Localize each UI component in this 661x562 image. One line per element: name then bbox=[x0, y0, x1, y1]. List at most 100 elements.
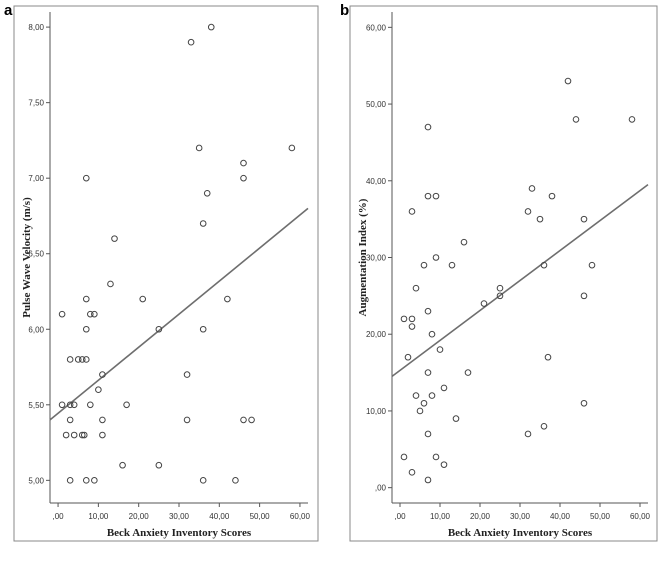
data-point bbox=[240, 174, 247, 182]
data-point bbox=[408, 315, 416, 323]
x-tick-label: 60,00 bbox=[290, 512, 311, 521]
data-point bbox=[496, 292, 504, 300]
data-point bbox=[524, 430, 532, 438]
data-point bbox=[62, 431, 70, 439]
data-point bbox=[572, 116, 580, 123]
data-point bbox=[155, 461, 163, 469]
x-tick-label: 60,00 bbox=[630, 512, 651, 521]
data-point bbox=[416, 407, 424, 415]
data-point bbox=[111, 235, 118, 242]
data-point bbox=[424, 476, 432, 484]
x-tick-label: 10,00 bbox=[88, 512, 109, 521]
x-tick-label: 10,00 bbox=[430, 512, 451, 521]
data-point bbox=[436, 346, 444, 353]
data-point bbox=[82, 325, 90, 333]
data-point bbox=[496, 284, 504, 292]
y-tick-label: 6,50 bbox=[28, 250, 44, 259]
data-point bbox=[199, 220, 207, 227]
data-point bbox=[564, 77, 572, 85]
data-point bbox=[82, 174, 90, 182]
y-tick-label: 5,00 bbox=[28, 476, 44, 485]
data-point bbox=[248, 416, 255, 424]
data-point bbox=[460, 238, 468, 246]
panel-b-y-axis-title: Augmentation Index (%) bbox=[357, 198, 369, 316]
y-tick-label: 7,00 bbox=[28, 174, 44, 183]
x-tick-label: ,00 bbox=[53, 512, 65, 521]
data-point bbox=[432, 192, 440, 200]
data-point bbox=[424, 430, 432, 438]
data-point bbox=[232, 477, 239, 484]
data-point bbox=[628, 116, 636, 123]
x-tick-label: 30,00 bbox=[169, 512, 190, 521]
panel-b-points bbox=[400, 77, 636, 484]
panel-a-x-axis-title: Beck Anxiety Inventory Scores bbox=[107, 527, 252, 539]
data-point bbox=[540, 261, 548, 269]
panel-b-x-ticks: ,00 10,00 20,00 30,00 40,00 50,00 60,00 bbox=[394, 503, 651, 521]
data-point bbox=[99, 371, 106, 378]
data-point bbox=[183, 416, 191, 424]
panel-b-augmentation-index: b ,00 10,00 20,00 30,00 40,00 50,00 60,00 ,00 1… bbox=[340, 2, 658, 542]
panel-a-pulse-wave-velocity: a 5,00 5,50 6,00 6,50 7,00 7,50 8,00 ,00 10,00 2… bbox=[4, 2, 319, 542]
data-point bbox=[528, 185, 536, 192]
data-point bbox=[536, 215, 544, 223]
x-tick-label: 20,00 bbox=[470, 512, 491, 521]
data-point bbox=[82, 477, 90, 484]
y-tick-label: ,00 bbox=[375, 484, 387, 493]
y-tick-label: 5,50 bbox=[28, 401, 44, 410]
data-point bbox=[432, 453, 440, 461]
data-point bbox=[58, 401, 66, 409]
x-tick-label: 50,00 bbox=[250, 512, 271, 521]
data-point bbox=[580, 399, 588, 407]
data-point bbox=[424, 192, 432, 200]
panel-a-x-ticks: ,00 10,00 20,00 30,00 40,00 50,00 60,00 bbox=[53, 503, 311, 521]
data-point bbox=[400, 315, 408, 323]
panel-a-y-axis-title: Pulse Wave Velocity (m/s) bbox=[21, 197, 33, 318]
data-point bbox=[80, 431, 88, 439]
data-point bbox=[99, 431, 106, 439]
panel-b-letter: b bbox=[340, 2, 349, 19]
data-point bbox=[78, 356, 86, 363]
data-point bbox=[580, 215, 588, 223]
x-tick-label: 40,00 bbox=[550, 512, 571, 521]
data-point bbox=[420, 399, 428, 407]
data-point bbox=[440, 461, 448, 468]
data-point bbox=[424, 123, 432, 131]
panel-a-letter: a bbox=[4, 2, 13, 19]
data-point bbox=[66, 401, 74, 409]
panel-b-fit-line bbox=[391, 183, 649, 378]
data-point bbox=[540, 422, 548, 430]
panel-a-fit-line bbox=[49, 207, 309, 421]
data-point bbox=[70, 431, 78, 439]
data-point bbox=[524, 208, 532, 215]
y-tick-label: 50,00 bbox=[366, 100, 387, 109]
data-point bbox=[87, 310, 94, 318]
y-tick-label: 10,00 bbox=[366, 407, 387, 416]
data-point bbox=[452, 415, 460, 422]
data-point bbox=[207, 23, 215, 31]
data-point bbox=[588, 261, 596, 269]
y-tick-label: 6,00 bbox=[28, 325, 44, 334]
data-point bbox=[428, 392, 436, 399]
data-point bbox=[82, 356, 90, 363]
y-tick-label: 8,00 bbox=[28, 23, 44, 32]
x-tick-label: 50,00 bbox=[590, 512, 611, 521]
data-point bbox=[199, 477, 207, 484]
data-point bbox=[139, 295, 147, 303]
panel-a-points bbox=[58, 23, 296, 484]
data-point bbox=[203, 189, 211, 197]
data-point bbox=[66, 477, 74, 484]
data-point bbox=[66, 356, 74, 363]
data-point bbox=[408, 208, 416, 215]
data-point bbox=[70, 401, 78, 409]
data-point bbox=[91, 310, 98, 318]
panel-a-frame bbox=[13, 5, 319, 542]
data-point bbox=[82, 295, 90, 303]
data-point bbox=[240, 159, 247, 167]
data-point bbox=[548, 192, 556, 200]
data-point bbox=[432, 254, 440, 261]
x-tick-label: ,00 bbox=[394, 512, 406, 521]
data-point bbox=[187, 38, 195, 46]
data-point bbox=[195, 144, 203, 152]
data-point bbox=[66, 416, 74, 424]
data-point bbox=[95, 386, 102, 393]
